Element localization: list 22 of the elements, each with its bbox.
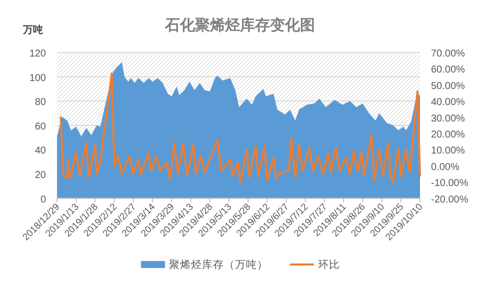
y2-tick-label: 50.00% bbox=[431, 80, 466, 92]
y-tick-label: 40 bbox=[34, 146, 46, 157]
y-axis-title: 万吨 bbox=[22, 24, 43, 36]
y-tick-label: 80 bbox=[34, 97, 46, 108]
y2-tick-label: 60.00% bbox=[431, 64, 466, 76]
y2-tick-label: 70.00% bbox=[431, 48, 466, 60]
legend-label: 环比 bbox=[318, 258, 340, 271]
y2-tick-label: 40.00% bbox=[431, 97, 466, 108]
legend-label: 聚烯烃库存（万吨） bbox=[169, 258, 268, 271]
y2-tick-label: 20.00% bbox=[431, 130, 466, 140]
chart-title: 石化聚烯烃库存变化图 bbox=[164, 16, 315, 34]
y2-tick-label: -10.00% bbox=[431, 178, 468, 190]
y-tick-label: 100 bbox=[29, 72, 46, 84]
y-tick-label: 60 bbox=[34, 121, 46, 132]
y2-tick-label: 0.00% bbox=[431, 162, 460, 173]
y-tick-label: 0 bbox=[40, 194, 46, 206]
y-tick-label: 120 bbox=[29, 48, 46, 60]
y-tick-label: 20 bbox=[34, 170, 46, 181]
y2-tick-label: 30.00% bbox=[431, 113, 466, 124]
y2-tick-label: 10.00% bbox=[431, 146, 466, 157]
y2-tick-label: -20.00% bbox=[431, 194, 468, 206]
line-series bbox=[60, 72, 421, 184]
